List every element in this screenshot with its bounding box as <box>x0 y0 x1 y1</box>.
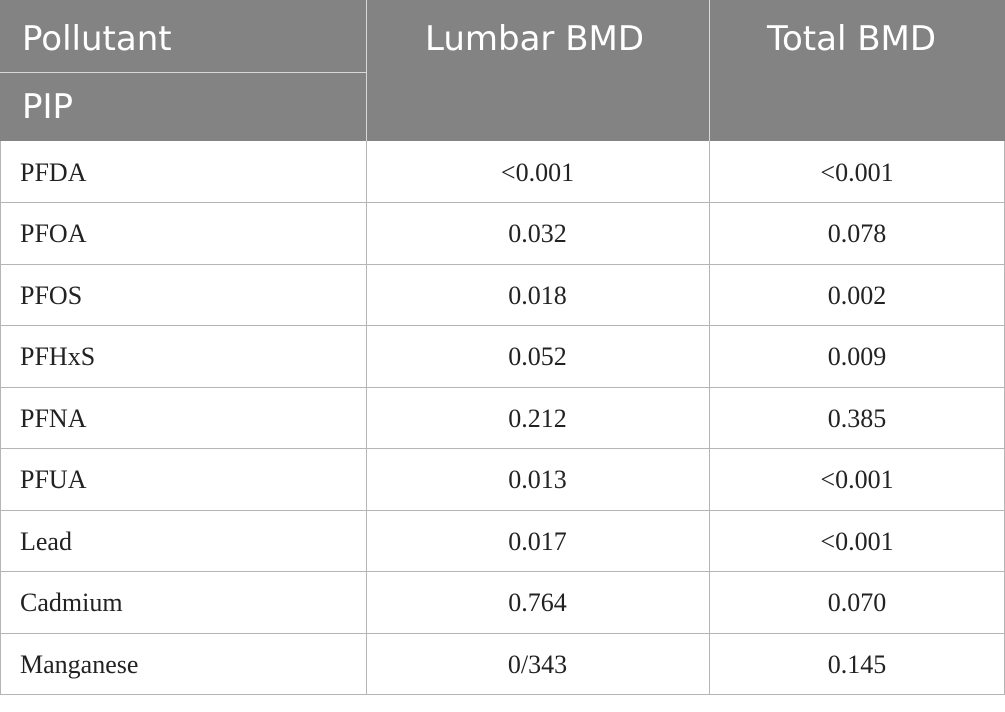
table-header: Pollutant PIP Lumbar BMD Total BMD <box>0 0 1005 141</box>
table-row: PFHxS 0.052 0.009 <box>0 326 1005 387</box>
row-divider <box>0 448 1005 449</box>
total-bmd-value: 0.145 <box>827 649 887 679</box>
header-divider-horizontal <box>0 72 366 73</box>
lumbar-bmd-value: 0.052 <box>508 341 567 371</box>
header-lumbar-bmd: Lumbar BMD <box>425 19 645 59</box>
lumbar-bmd-value: 0.032 <box>508 218 567 248</box>
column-divider-1 <box>366 141 367 694</box>
data-table: Pollutant PIP Lumbar BMD Total BMD PFDA … <box>0 0 1005 695</box>
lumbar-bmd-value: 0.017 <box>508 526 567 556</box>
pollutant-name: PFDA <box>20 157 87 187</box>
total-bmd-value: <0.001 <box>820 157 894 187</box>
table-row: Cadmium 0.764 0.070 <box>0 572 1005 633</box>
header-divider-1 <box>366 0 367 141</box>
table-row: PFUA 0.013 <0.001 <box>0 449 1005 510</box>
row-divider <box>0 387 1005 388</box>
total-bmd-value: <0.001 <box>820 526 894 556</box>
header-divider-2 <box>709 0 710 141</box>
total-bmd-value: 0.070 <box>827 587 887 617</box>
lumbar-bmd-value: 0.018 <box>508 280 567 310</box>
lumbar-bmd-value: 0.212 <box>508 403 567 433</box>
lumbar-bmd-value: 0.764 <box>508 587 567 617</box>
table-row: Lead 0.017 <0.001 <box>0 511 1005 572</box>
pollutant-name: Cadmium <box>20 587 123 617</box>
pollutant-name: Manganese <box>20 649 139 679</box>
row-divider <box>0 510 1005 511</box>
row-divider <box>0 633 1005 634</box>
lumbar-bmd-value: 0/343 <box>507 649 568 679</box>
pollutant-name: PFNA <box>20 403 87 433</box>
pollutant-name: PFUA <box>20 464 87 494</box>
table-row: Manganese 0/343 0.145 <box>0 634 1005 695</box>
row-divider <box>0 202 1005 203</box>
pollutant-name: PFHxS <box>20 341 96 371</box>
pollutant-name: PFOA <box>20 218 87 248</box>
lumbar-bmd-value: <0.001 <box>500 157 575 187</box>
pollutant-name: Lead <box>20 526 72 556</box>
lumbar-bmd-value: 0.013 <box>508 464 567 494</box>
table-row: PFOA 0.032 0.078 <box>0 203 1005 264</box>
row-divider <box>0 264 1005 265</box>
row-divider <box>0 571 1005 572</box>
row-divider <box>0 325 1005 326</box>
total-bmd-value: 0.009 <box>827 341 887 371</box>
total-bmd-value: 0.002 <box>827 280 887 310</box>
header-pollutant: Pollutant <box>22 19 172 59</box>
total-bmd-value: <0.001 <box>820 464 894 494</box>
table-border-left <box>0 141 1 694</box>
column-divider-2 <box>709 141 710 694</box>
table-row: PFDA <0.001 <0.001 <box>0 142 1005 203</box>
table-border-bottom <box>0 694 1005 695</box>
pollutant-name: PFOS <box>20 280 83 310</box>
total-bmd-value: 0.078 <box>827 218 887 248</box>
total-bmd-value: 0.385 <box>827 403 887 433</box>
header-pip: PIP <box>22 87 74 127</box>
table-row: PFOS 0.018 0.002 <box>0 265 1005 326</box>
table-row: PFNA 0.212 0.385 <box>0 388 1005 449</box>
header-total-bmd: Total BMD <box>767 19 937 59</box>
